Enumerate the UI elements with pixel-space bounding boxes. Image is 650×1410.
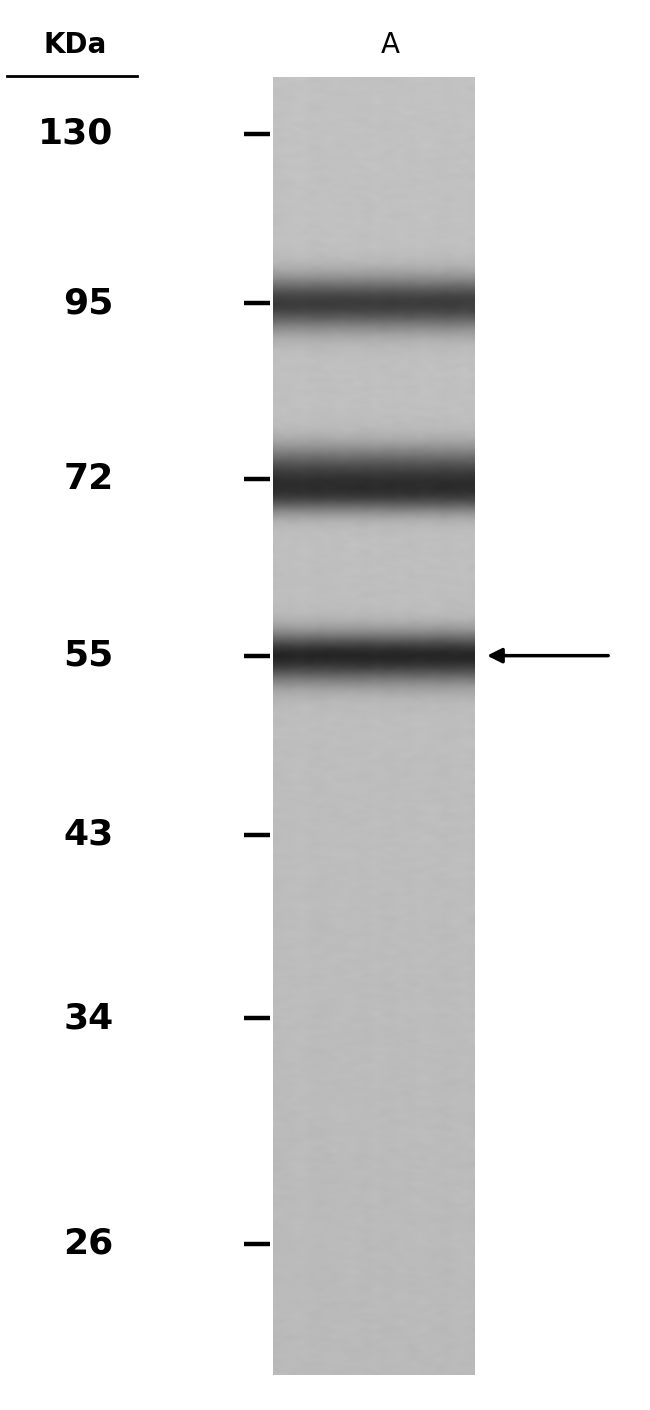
Text: A: A xyxy=(380,31,400,59)
Text: 72: 72 xyxy=(64,462,114,496)
Text: 55: 55 xyxy=(64,639,114,673)
Text: 130: 130 xyxy=(38,117,114,151)
Text: 26: 26 xyxy=(64,1227,114,1261)
Text: 43: 43 xyxy=(64,818,114,852)
Text: KDa: KDa xyxy=(43,31,107,59)
Text: 95: 95 xyxy=(63,286,114,320)
Text: 34: 34 xyxy=(64,1001,114,1035)
